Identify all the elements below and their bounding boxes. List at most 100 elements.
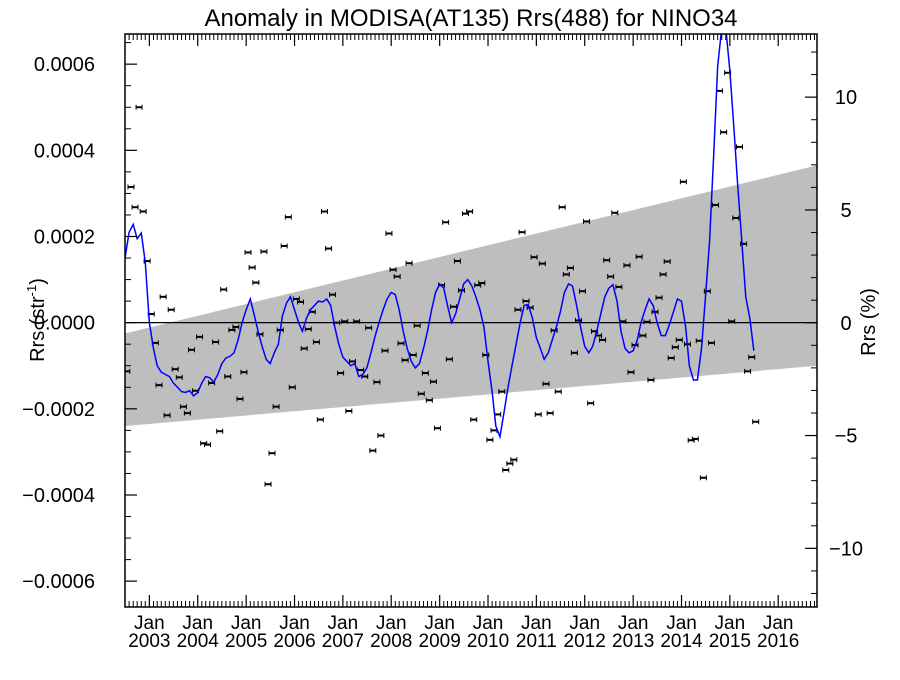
data-point [163,412,171,418]
data-point [171,366,179,372]
data-point [167,307,175,313]
data-point [635,254,643,260]
data-point [691,436,699,442]
data-point [478,280,486,286]
data-point [566,265,574,271]
data-point [442,219,450,225]
data-point [373,379,381,385]
data-point [748,354,756,360]
data-point [175,374,183,380]
data-point [369,448,377,454]
y-tick-label: −0.0004 [22,485,95,507]
data-point [417,391,425,397]
plot-clipped [125,34,817,487]
data-point [401,357,409,363]
data-point [699,475,707,481]
x-tick-label-month: Jan [231,613,262,634]
data-point [385,230,393,236]
svg-text:Rrs (str-1): Rrs (str-1) [24,278,49,362]
x-tick-label-year: 2006 [273,631,315,652]
data-point [671,344,679,350]
y2-tick-label: −10 [829,538,863,560]
y-tick-label: 0.0002 [34,226,95,248]
data-point [623,262,631,268]
y-axis-label-text: Rrs (str [27,296,49,362]
x-tick-label-month: Jan [569,613,600,634]
x-tick-label-year: 2012 [564,631,606,652]
data-point [256,331,264,337]
data-point [603,257,611,263]
x-tick-label-month: Jan [279,613,310,634]
data-point [494,411,502,417]
data-point [183,410,191,416]
x-tick-label-year: 2003 [128,631,170,652]
x-tick-label-year: 2011 [516,631,557,652]
data-point [506,461,514,467]
data-point [639,333,647,339]
data-point [272,404,280,410]
data-point [611,210,619,216]
data-point [179,404,187,410]
data-point [546,410,554,416]
data-point [659,271,667,277]
data-point [413,323,421,329]
x-tick-label-year: 2013 [612,631,654,652]
data-point [574,318,582,323]
data-point [538,261,546,267]
x-tick-label-month: Jan [473,613,504,634]
data-point [264,481,272,487]
x-tick-label-month: Jan [715,613,746,634]
data-point [716,88,724,94]
data-point [349,358,357,364]
data-point [260,249,268,255]
data-point [216,428,224,434]
data-point [296,299,304,305]
data-point [212,339,220,345]
x-tick-label-year: 2009 [419,631,461,652]
data-point [337,370,345,376]
data-point [707,340,715,346]
y-tick-label: 0.0000 [34,313,95,335]
data-point [453,258,461,264]
data-point [470,417,478,423]
data-point [316,417,324,423]
data-point [675,337,683,343]
data-point [389,267,397,273]
data-point [345,408,353,414]
data-point [325,246,333,252]
data-point [329,292,337,298]
x-tick-label-month: Jan [376,613,407,634]
data-point [405,260,413,266]
data-point [377,433,385,439]
data-point [236,396,244,402]
data-point [655,295,663,301]
data-point [425,397,433,403]
x-tick-label-year: 2005 [225,631,267,652]
data-point [728,318,736,324]
data-point [720,129,728,135]
data-point [643,319,651,325]
data-point [599,337,607,343]
data-point [526,305,534,311]
data-point [732,215,740,221]
data-point [744,368,752,374]
y-tick-label: 0.0006 [34,54,95,76]
data-point [486,437,494,443]
data-point [240,369,248,375]
data-point [530,254,538,260]
data-point [627,369,635,375]
data-point [421,370,429,376]
x-tick-label-year: 2007 [322,631,364,652]
data-point [320,209,328,215]
x-tick-label-year: 2015 [709,631,751,652]
data-point [514,307,522,313]
data-point [135,104,143,110]
axes: 0.0006 0.0004 0.0002 0.0000 −0.0002 −0.0004 −0… [22,33,863,652]
data-point [312,339,320,345]
x-tick-label-month: Jan [182,613,213,634]
data-point [712,202,720,208]
plot-frame [124,33,818,608]
data-point [252,280,260,286]
